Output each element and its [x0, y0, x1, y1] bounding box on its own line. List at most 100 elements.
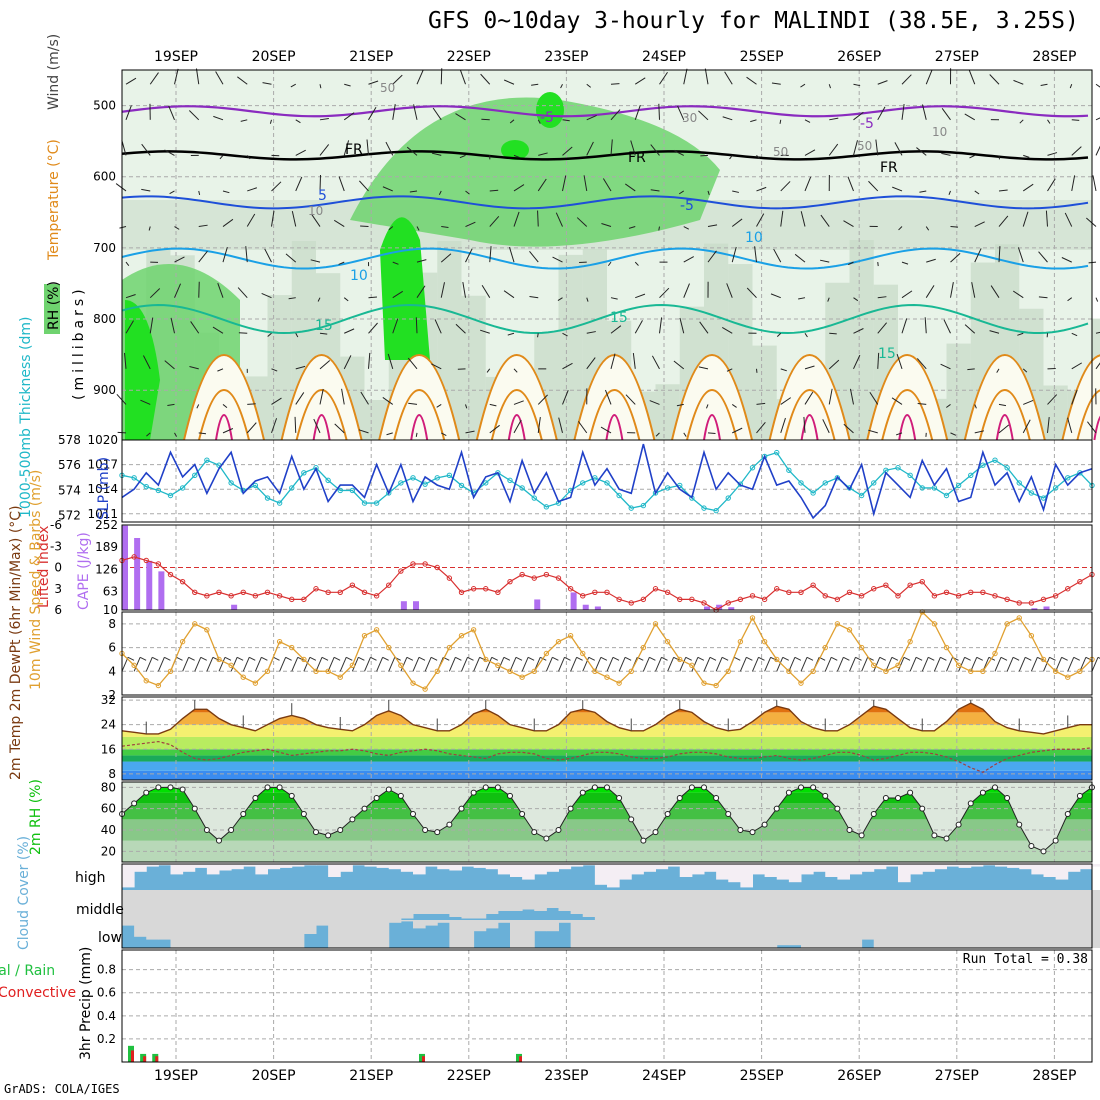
cloud-cover-bar	[206, 864, 220, 875]
wind-barb	[416, 259, 427, 263]
wind-point	[592, 668, 598, 674]
wind-barb	[240, 119, 248, 122]
cloud-cover-bar	[582, 890, 596, 917]
wind-barb	[731, 404, 737, 408]
wind-barb	[610, 109, 621, 121]
surface-wind-barb	[461, 657, 468, 672]
li-point	[337, 589, 343, 595]
surface-wind-barb	[1012, 656, 1020, 661]
surface-wind-barb	[1018, 657, 1026, 672]
rh2m-point	[337, 827, 344, 833]
day-label-bottom: 22SEP	[447, 1068, 491, 1084]
wind-barb	[552, 256, 563, 263]
surface-wind-barb	[382, 656, 389, 661]
wind-barb	[1022, 368, 1028, 373]
cloud-axis-label: Cloud Cover (%)	[16, 836, 32, 950]
surface-wind-barb	[206, 657, 214, 672]
wind-barb	[901, 318, 908, 334]
wind-barb	[901, 103, 905, 120]
wind-barb	[142, 355, 151, 370]
wind-barb	[148, 226, 151, 231]
wind-barb	[555, 212, 563, 227]
wind-barb	[459, 154, 466, 159]
wind-barb	[507, 332, 515, 336]
thickness-point	[1028, 490, 1035, 496]
wind-point	[761, 638, 768, 645]
wind-barb	[1013, 79, 1024, 85]
surface-wind-barb	[849, 657, 856, 672]
wind-barb	[632, 352, 636, 369]
surface-wind-barb	[903, 656, 911, 661]
pressure-tick: 800	[93, 312, 116, 326]
thickness-point	[604, 480, 610, 486]
rh2m-point	[203, 827, 210, 833]
wind-point	[204, 627, 210, 633]
wind-barb	[1095, 331, 1100, 334]
temp-band	[122, 755, 1092, 762]
temp-contour-15	[121, 304, 1089, 335]
wind-point	[1016, 615, 1022, 621]
wind-barb	[562, 175, 567, 192]
day-label-top: 24SEP	[642, 49, 686, 65]
wind-barb	[513, 184, 525, 192]
wind-barb	[1061, 257, 1072, 263]
li-point	[628, 600, 634, 606]
wind-barb	[925, 226, 930, 231]
li-point	[664, 589, 671, 595]
wind-tick: 4	[108, 664, 116, 678]
wind-barb	[634, 320, 643, 334]
cape-bar	[704, 606, 710, 610]
rh2m-point	[131, 800, 138, 807]
cloud-cover-bar	[182, 920, 196, 948]
li-point	[204, 593, 210, 599]
wind-barb	[319, 360, 331, 370]
wind-barb	[489, 424, 500, 434]
wind-barb	[264, 248, 272, 263]
cloud-cover-bar	[158, 864, 171, 866]
surface-wind-barb	[376, 657, 384, 672]
wind-barb	[651, 355, 660, 370]
rh2m-point	[882, 795, 889, 801]
contour-label: 10	[745, 230, 763, 246]
wind-barb	[538, 152, 548, 156]
cloud-cover-bar	[352, 890, 365, 920]
surface-wind-barb	[364, 657, 371, 672]
li-point	[240, 589, 246, 595]
rh2m-point	[810, 784, 817, 791]
wind-barb	[368, 296, 377, 299]
cloud-cover-bar	[752, 920, 766, 948]
wind-barb	[415, 432, 418, 437]
contour-label: FR	[345, 142, 363, 158]
wind-barb	[310, 259, 321, 263]
wind-barb	[998, 189, 1008, 192]
rh2m-point	[992, 784, 998, 791]
wind-barb	[1067, 417, 1073, 434]
wind-barb	[926, 258, 936, 263]
rh2m-point	[725, 811, 732, 817]
wind-point	[628, 668, 634, 674]
wind-barb	[625, 183, 636, 192]
wind-barb	[343, 112, 355, 121]
surface-wind-barb	[164, 656, 171, 661]
wind-barb	[481, 118, 490, 121]
li-point	[398, 568, 404, 574]
rh2m-point	[252, 795, 259, 801]
day-label-top: 22SEP	[447, 49, 491, 65]
wind-barb	[577, 421, 588, 434]
wind-barb	[941, 152, 951, 156]
surface-wind-barb	[127, 656, 135, 661]
rh2m-point	[931, 832, 938, 839]
contour-label: -5	[860, 116, 874, 132]
wind-barb	[974, 221, 985, 227]
surface-wind-barb	[285, 656, 292, 661]
wind-point	[980, 668, 986, 674]
wind-barb	[513, 419, 522, 434]
surface-wind-barb	[479, 656, 486, 661]
cloud-cover-bar	[328, 890, 341, 920]
cape-bar	[570, 592, 577, 610]
wind-barb	[650, 144, 660, 156]
thickness-point	[434, 475, 440, 481]
wind-barb	[974, 190, 980, 195]
wind-point	[470, 627, 477, 633]
cloud-cover-bar	[898, 864, 911, 883]
